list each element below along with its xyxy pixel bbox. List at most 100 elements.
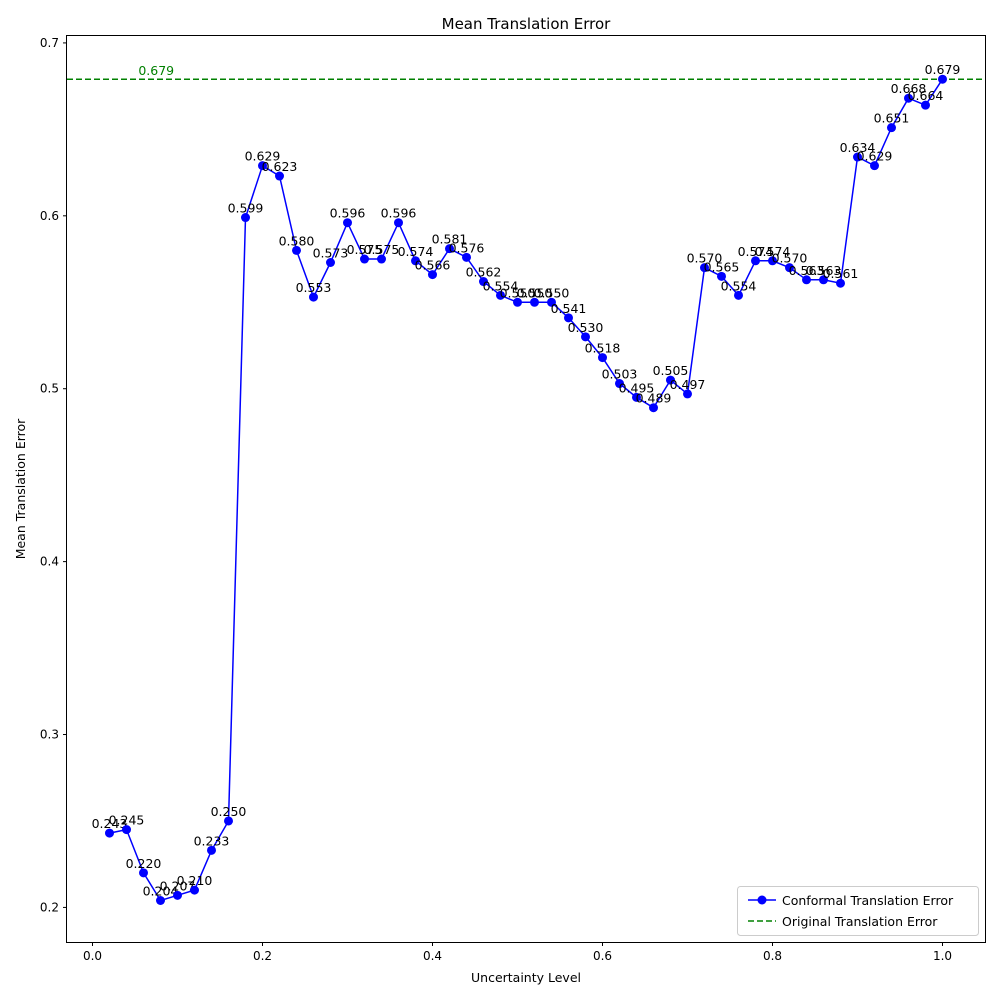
- data-label: 0.204: [143, 884, 179, 899]
- data-point: [207, 845, 216, 855]
- legend-box: [737, 886, 979, 936]
- legend-series-label: Conformal Translation Error: [782, 893, 954, 908]
- data-label: 0.566: [415, 258, 451, 273]
- data-label: 0.599: [228, 201, 264, 216]
- x-tick-label: 1.0: [933, 949, 952, 963]
- reference-line-group: 0.679: [67, 63, 985, 80]
- data-label: 0.210: [177, 873, 213, 888]
- data-point: [564, 313, 573, 323]
- data-point: [462, 252, 471, 262]
- data-label: 0.503: [602, 367, 638, 382]
- data-point: [581, 332, 590, 342]
- data-point: [904, 93, 913, 103]
- data-label: 0.668: [891, 81, 927, 96]
- data-point: [496, 290, 505, 300]
- data-label: 0.561: [823, 266, 859, 281]
- data-point: [360, 254, 369, 264]
- data-label: 0.651: [874, 111, 910, 126]
- data-point: [547, 297, 556, 307]
- y-tick-label: 0.2: [40, 900, 59, 914]
- data-label: 0.629: [857, 149, 893, 164]
- data-label: 0.573: [313, 246, 349, 261]
- legend-series-marker: [757, 895, 767, 905]
- data-label: 0.489: [636, 391, 672, 406]
- data-label: 0.574: [755, 244, 791, 259]
- data-label: 0.505: [653, 363, 689, 378]
- data-point: [139, 868, 148, 878]
- data-point: [105, 828, 114, 838]
- data-point: [836, 278, 845, 288]
- x-tick-label: 0.8: [763, 949, 782, 963]
- data-point: [870, 161, 879, 171]
- data-label: 0.550: [534, 285, 570, 300]
- data-point: [292, 245, 301, 255]
- data-label: 0.243: [92, 816, 128, 831]
- data-point: [513, 297, 522, 307]
- y-tick-label: 0.7: [40, 36, 59, 50]
- data-label: 0.562: [466, 265, 502, 280]
- data-point: [479, 277, 488, 287]
- data-label: 0.581: [432, 232, 468, 247]
- data-label: 0.596: [381, 206, 417, 221]
- data-point: [802, 275, 811, 285]
- data-label: 0.553: [296, 280, 332, 295]
- data-label: 0.575: [364, 242, 400, 257]
- legend: Conformal Translation Error Original Tra…: [737, 886, 979, 936]
- data-label: 0.550: [500, 285, 536, 300]
- data-label: 0.530: [568, 320, 604, 335]
- data-point: [224, 816, 233, 826]
- data-label: 0.575: [347, 242, 383, 257]
- y-tick-label: 0.5: [40, 382, 59, 396]
- data-point: [717, 271, 726, 281]
- data-label: 0.541: [551, 301, 587, 316]
- data-point: [598, 353, 607, 363]
- data-point: [445, 244, 454, 254]
- data-point: [190, 885, 199, 895]
- data-point: [683, 389, 692, 399]
- data-label: 0.495: [619, 380, 655, 395]
- legend-reference-label: Original Translation Error: [782, 914, 938, 929]
- data-point: [734, 290, 743, 300]
- data-label: 0.574: [738, 244, 774, 259]
- data-label: 0.664: [908, 88, 944, 103]
- data-label: 0.679: [925, 62, 961, 77]
- data-point: [700, 263, 709, 273]
- data-point: [785, 263, 794, 273]
- data-point: [819, 275, 828, 285]
- data-point: [632, 392, 641, 402]
- data-label: 0.580: [279, 233, 315, 248]
- data-label: 0.554: [483, 278, 519, 293]
- data-point: [275, 171, 284, 181]
- y-axis: 0.2 0.3 0.4 0.5 0.6 0.7: [40, 36, 67, 914]
- data-point: [122, 825, 131, 835]
- data-label: 0.565: [704, 259, 740, 274]
- data-point: [173, 890, 182, 900]
- data-point: [853, 152, 862, 162]
- data-label: 0.596: [330, 206, 366, 221]
- data-point: [377, 254, 386, 264]
- data-point: [343, 218, 352, 228]
- data-label: 0.207: [160, 878, 196, 893]
- data-point: [666, 375, 675, 385]
- x-tick-label: 0.4: [423, 949, 442, 963]
- data-label: 0.497: [670, 377, 706, 392]
- data-label: 0.574: [398, 244, 434, 259]
- data-label: 0.250: [211, 804, 247, 819]
- plot-area-frame: [66, 35, 986, 943]
- data-label: 0.550: [517, 285, 553, 300]
- data-label: 0.554: [721, 278, 757, 293]
- data-point: [615, 379, 624, 389]
- data-point: [258, 161, 267, 171]
- data-label: 0.518: [585, 341, 621, 356]
- x-tick-label: 0.6: [593, 949, 612, 963]
- data-label: 0.563: [789, 263, 825, 278]
- y-tick-label: 0.4: [40, 555, 59, 569]
- chart-title: Mean Translation Error: [442, 15, 612, 33]
- reference-line-label: 0.679: [138, 63, 174, 78]
- data-point: [768, 256, 777, 266]
- x-axis: 0.0 0.2 0.4 0.6 0.8 1.0: [83, 942, 952, 963]
- y-tick-label: 0.6: [40, 209, 59, 223]
- data-label: 0.563: [806, 263, 842, 278]
